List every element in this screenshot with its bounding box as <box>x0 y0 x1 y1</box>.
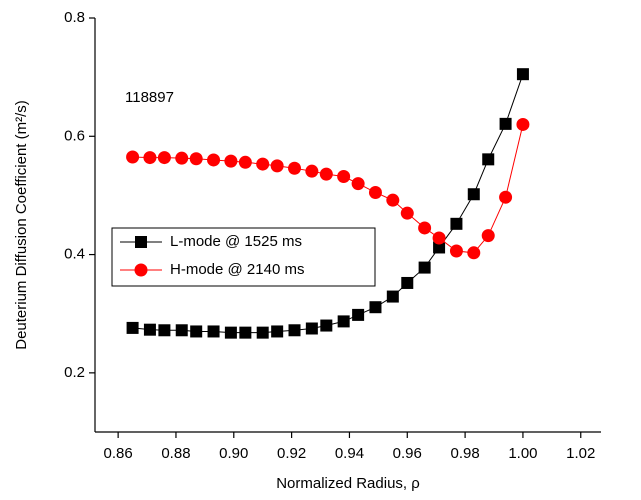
y-tick-label: 0.2 <box>64 364 85 381</box>
marker <box>337 170 351 184</box>
x-axis-label: Normalized Radius, ρ <box>276 475 420 492</box>
marker <box>189 152 203 166</box>
marker <box>467 188 480 201</box>
marker <box>270 159 284 173</box>
x-tick-label: 0.88 <box>161 445 190 462</box>
marker <box>256 326 269 339</box>
x-tick-label: 0.98 <box>451 445 480 462</box>
marker <box>224 154 238 168</box>
x-tick-label: 1.02 <box>566 445 595 462</box>
marker <box>207 325 220 338</box>
marker <box>499 117 512 130</box>
marker <box>224 326 237 339</box>
marker <box>319 167 333 181</box>
marker <box>238 155 252 169</box>
y-tick-label: 0.8 <box>64 9 85 26</box>
marker <box>449 244 463 258</box>
marker <box>450 217 463 230</box>
marker <box>158 324 171 337</box>
marker <box>175 151 189 165</box>
series-line <box>132 74 524 334</box>
marker <box>143 151 157 165</box>
marker <box>467 246 481 260</box>
y-tick-label: 0.6 <box>64 127 85 144</box>
x-tick-label: 0.90 <box>219 445 248 462</box>
y-axis-label: Deuterium Diffusion Coefficient (m²/s) <box>13 100 30 350</box>
marker <box>126 321 139 334</box>
legend-label: L-mode @ 1525 ms <box>170 233 302 250</box>
marker <box>401 276 414 289</box>
marker <box>351 177 365 191</box>
marker <box>418 261 431 274</box>
marker <box>305 322 318 335</box>
x-tick-label: 0.96 <box>393 445 422 462</box>
marker <box>157 151 171 165</box>
marker <box>126 150 140 164</box>
marker <box>386 290 399 303</box>
x-tick-label: 0.92 <box>277 445 306 462</box>
marker <box>516 117 530 131</box>
marker <box>190 325 203 338</box>
x-tick-label: 0.86 <box>104 445 133 462</box>
marker <box>418 221 432 235</box>
marker <box>369 301 382 314</box>
marker <box>288 161 302 175</box>
y-tick-label: 0.4 <box>64 246 85 263</box>
annotation: 118897 <box>125 89 174 106</box>
marker <box>481 229 495 243</box>
marker <box>288 324 301 337</box>
x-tick-label: 1.00 <box>508 445 537 462</box>
legend-marker <box>134 263 148 277</box>
marker <box>400 206 414 220</box>
marker <box>368 185 382 199</box>
legend-marker <box>135 236 147 248</box>
marker <box>516 68 529 81</box>
marker <box>499 190 513 204</box>
legend-box <box>111 227 376 287</box>
marker <box>433 241 446 254</box>
marker <box>352 308 365 321</box>
marker <box>271 325 284 338</box>
marker <box>305 164 319 178</box>
marker <box>256 157 270 171</box>
marker <box>143 323 156 336</box>
marker <box>337 315 350 328</box>
marker <box>482 153 495 166</box>
legend-label: H-mode @ 2140 ms <box>170 261 304 278</box>
marker <box>175 324 188 337</box>
marker <box>386 193 400 207</box>
marker <box>320 319 333 332</box>
x-tick-label: 0.94 <box>335 445 364 462</box>
marker <box>432 231 446 245</box>
marker <box>207 153 221 167</box>
marker <box>239 326 252 339</box>
